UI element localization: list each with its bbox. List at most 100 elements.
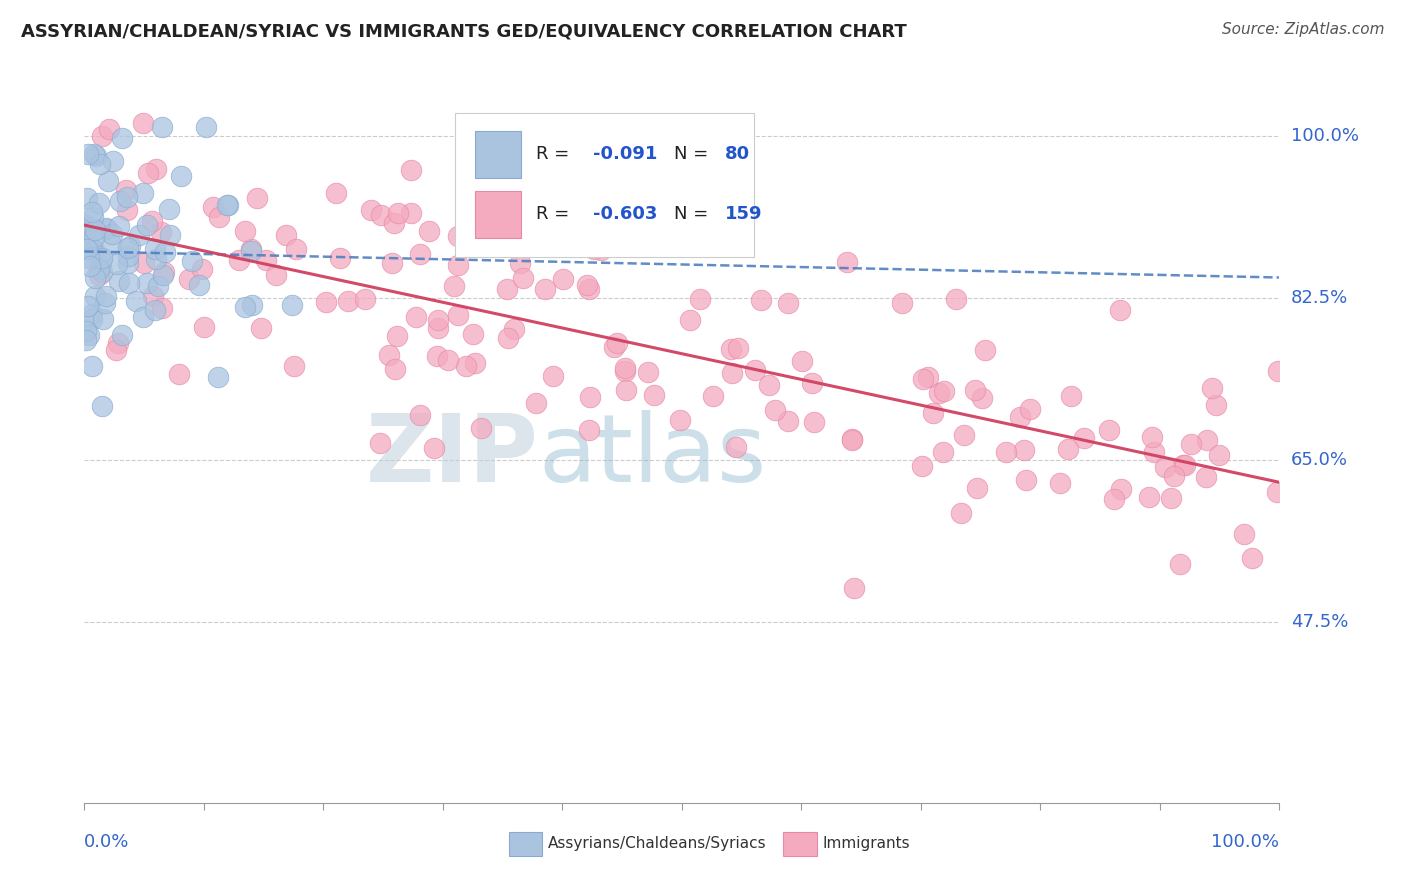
Point: [637, 365, 659, 379]
Point: [240, 298, 263, 312]
Text: ZIP: ZIP: [366, 410, 538, 502]
Point: [228, 253, 250, 268]
Point: [152, 268, 174, 283]
Point: [75, 333, 97, 347]
Point: [370, 208, 392, 222]
Point: [136, 276, 159, 290]
Point: [337, 293, 360, 308]
Point: [464, 355, 486, 369]
Point: [82, 307, 104, 321]
Point: [125, 293, 148, 308]
Point: [250, 321, 273, 335]
Point: [502, 322, 524, 336]
Point: [744, 363, 766, 377]
Point: [1267, 364, 1289, 378]
Point: [1010, 409, 1032, 424]
Point: [643, 388, 665, 402]
Point: [90, 128, 112, 143]
Point: [84, 148, 107, 162]
Text: 80: 80: [725, 145, 749, 163]
Point: [276, 228, 298, 243]
Point: [1073, 431, 1095, 445]
Point: [512, 271, 534, 285]
Point: [207, 370, 229, 384]
Text: -0.603: -0.603: [593, 205, 658, 223]
Point: [79, 260, 101, 274]
Point: [1049, 475, 1071, 490]
Point: [399, 206, 422, 220]
Point: [107, 335, 129, 350]
Point: [149, 225, 172, 239]
Point: [1197, 433, 1219, 447]
Point: [280, 298, 302, 312]
Point: [98, 121, 121, 136]
FancyBboxPatch shape: [475, 131, 520, 178]
Point: [111, 130, 134, 145]
Point: [84, 289, 107, 303]
Text: R =: R =: [536, 205, 575, 223]
Point: [1174, 458, 1197, 472]
Point: [111, 327, 134, 342]
Point: [84, 270, 107, 285]
Point: [101, 227, 124, 241]
Point: [720, 342, 742, 356]
Point: [890, 296, 912, 310]
Point: [117, 241, 139, 255]
Point: [578, 390, 600, 404]
Point: [1143, 445, 1166, 459]
Point: [105, 257, 128, 271]
Point: [613, 364, 636, 378]
Point: [1205, 398, 1227, 412]
Point: [965, 383, 987, 397]
Point: [669, 412, 692, 426]
Point: [169, 169, 191, 184]
Point: [96, 222, 118, 236]
Point: [679, 313, 702, 327]
Point: [912, 372, 935, 386]
Point: [381, 256, 404, 270]
Point: [83, 146, 105, 161]
Point: [1233, 527, 1256, 541]
Point: [132, 310, 155, 324]
Text: R =: R =: [536, 145, 575, 163]
Point: [283, 359, 305, 373]
Point: [195, 120, 218, 134]
Point: [725, 440, 748, 454]
Text: N =: N =: [673, 205, 713, 223]
Point: [614, 384, 637, 398]
Point: [76, 191, 98, 205]
Point: [702, 389, 724, 403]
Point: [575, 278, 598, 293]
Point: [426, 349, 449, 363]
Point: [1180, 437, 1202, 451]
Point: [215, 198, 238, 212]
Point: [727, 341, 749, 355]
Point: [114, 183, 136, 197]
Point: [96, 220, 118, 235]
Point: [387, 205, 409, 219]
Point: [80, 205, 103, 219]
Text: Assyrians/Chaldeans/Syriacs: Assyrians/Chaldeans/Syriacs: [548, 837, 766, 852]
Point: [1201, 381, 1223, 395]
Point: [136, 166, 159, 180]
Point: [117, 255, 139, 269]
Point: [1208, 448, 1230, 462]
Point: [378, 348, 401, 362]
Point: [108, 219, 131, 234]
FancyBboxPatch shape: [783, 832, 817, 855]
Text: -0.091: -0.091: [593, 145, 658, 163]
Point: [1056, 442, 1078, 456]
Point: [90, 399, 112, 413]
Point: [1171, 458, 1194, 472]
Point: [153, 265, 176, 279]
Point: [181, 253, 204, 268]
Point: [100, 237, 122, 252]
Point: [534, 282, 557, 296]
Point: [382, 216, 405, 230]
Point: [145, 252, 167, 267]
Point: [1060, 389, 1083, 403]
Point: [583, 242, 606, 256]
Point: [235, 301, 257, 315]
Point: [117, 203, 139, 218]
Point: [103, 154, 125, 169]
